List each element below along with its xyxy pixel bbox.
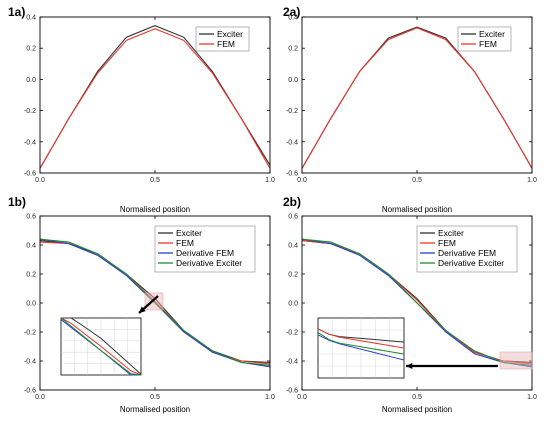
- zoom-inset: [318, 318, 532, 378]
- x-tick-label: 0.5: [150, 394, 160, 401]
- panel-label: 1a): [8, 5, 25, 19]
- y-tick-label: 0.6: [288, 214, 298, 221]
- y-tick-label: 0.0: [26, 77, 36, 84]
- panel-label: 2b): [283, 195, 301, 209]
- chart-panel-1a: 1a)-0.6-0.4-0.20.00.20.40.0 0.5 1.0Normali…: [8, 5, 275, 214]
- y-tick-label: 0.2: [288, 272, 298, 279]
- x-tick-label: 0.5: [412, 177, 422, 184]
- x-tick-label: 1.0: [527, 394, 537, 401]
- y-tick-label: -0.2: [286, 330, 298, 337]
- y-tick-label: 0.2: [26, 272, 36, 279]
- chart-panel-2a: 2a)-0.6-0.4-0.20.00.20.40.0 0.5 1.0Normali…: [283, 5, 537, 214]
- legend-entry: FEM: [217, 39, 235, 49]
- chart-panel-1b: 1b)-0.6-0.4-0.20.00.20.40.60.0 0.5 1.0Norm…: [8, 195, 275, 414]
- y-tick-label: -0.4: [24, 359, 36, 366]
- legend-entry: FEM: [176, 238, 194, 248]
- x-tick-label: 0.0: [35, 177, 45, 184]
- x-tick-label: 1.0: [527, 177, 537, 184]
- legend-entry: Derivative FEM: [438, 248, 496, 258]
- x-tick-label: 0.5: [150, 177, 160, 184]
- y-tick-label: -0.2: [24, 108, 36, 115]
- x-tick-label: 1.0: [265, 177, 275, 184]
- y-tick-label: 0.0: [288, 301, 298, 308]
- zoom-region: [145, 293, 163, 310]
- legend-entry: FEM: [438, 238, 456, 248]
- y-tick-label: 0.4: [26, 15, 36, 22]
- x-tick-label: 0.0: [35, 394, 45, 401]
- zoom-region: [500, 352, 532, 369]
- x-tick-label: 0.0: [297, 394, 307, 401]
- y-tick-label: 0.6: [26, 214, 36, 221]
- legend-entry: Exciter: [479, 29, 505, 39]
- y-tick-label: 0.4: [288, 243, 298, 250]
- legend-entry: FEM: [479, 39, 497, 49]
- y-tick-label: -0.4: [286, 359, 298, 366]
- y-tick-label: -0.4: [286, 139, 298, 146]
- y-tick-label: -0.2: [286, 108, 298, 115]
- y-tick-label: 0.2: [288, 46, 298, 53]
- y-tick-label: 0.4: [26, 243, 36, 250]
- y-tick-label: 0.4: [288, 15, 298, 22]
- x-axis-label: Normalised position: [120, 205, 190, 214]
- legend-entry: Derivative Exciter: [438, 258, 504, 268]
- x-tick-label: 0.5: [412, 394, 422, 401]
- y-tick-label: -0.2: [24, 330, 36, 337]
- chart-panel-2b: 2b)-0.6-0.4-0.20.00.20.40.60.0 0.5 1.0Norm…: [283, 195, 537, 414]
- zoom-inset: [61, 293, 163, 375]
- legend-entry: Derivative FEM: [176, 248, 234, 258]
- x-tick-label: 1.0: [265, 394, 275, 401]
- y-tick-label: 0.2: [26, 46, 36, 53]
- y-tick-label: -0.4: [24, 139, 36, 146]
- y-tick-label: 0.0: [288, 77, 298, 84]
- y-tick-label: 0.0: [26, 301, 36, 308]
- x-axis-label: Normalised position: [382, 205, 452, 214]
- zoom-arrow-head: [406, 363, 412, 369]
- legend-entry: Exciter: [217, 29, 243, 39]
- x-axis-label: Normalised position: [120, 405, 190, 414]
- x-axis-label: Normalised position: [382, 405, 452, 414]
- legend-entry: Derivative Exciter: [176, 258, 242, 268]
- legend-entry: Exciter: [438, 228, 464, 238]
- x-tick-label: 0.0: [297, 177, 307, 184]
- panel-label: 1b): [8, 195, 26, 209]
- legend-entry: Exciter: [176, 228, 202, 238]
